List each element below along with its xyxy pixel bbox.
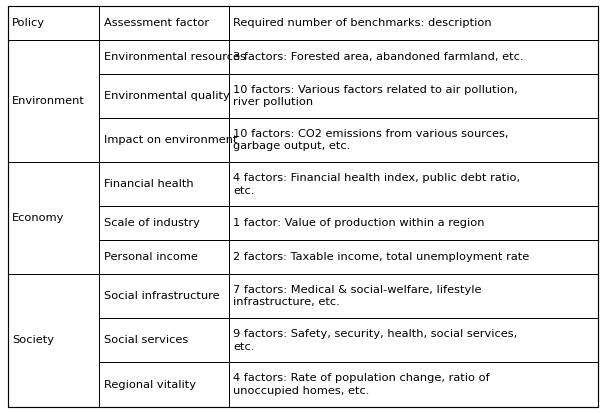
Bar: [99, 363, 229, 407]
Bar: [229, 40, 598, 74]
Text: Social services: Social services: [104, 335, 188, 345]
Bar: [8, 40, 99, 162]
Bar: [8, 6, 99, 40]
Bar: [99, 318, 229, 363]
Text: 10 factors: CO2 emissions from various sources,
garbage output, etc.: 10 factors: CO2 emissions from various s…: [233, 129, 509, 151]
Bar: [229, 6, 598, 40]
Text: Environmental resources: Environmental resources: [104, 52, 245, 62]
Bar: [99, 118, 229, 162]
Text: Scale of industry: Scale of industry: [104, 218, 199, 228]
Text: 4 factors: Rate of population change, ratio of
unoccupied homes, etc.: 4 factors: Rate of population change, ra…: [233, 373, 490, 396]
Bar: [229, 118, 598, 162]
Text: Regional vitality: Regional vitality: [104, 380, 196, 389]
Bar: [229, 162, 598, 206]
Text: 2 factors: Taxable income, total unemployment rate: 2 factors: Taxable income, total unemplo…: [233, 252, 530, 262]
Text: 7 factors: Medical & social-welfare, lifestyle
infrastructure, etc.: 7 factors: Medical & social-welfare, lif…: [233, 285, 482, 307]
Bar: [229, 74, 598, 118]
Text: 9 factors: Safety, security, health, social services,
etc.: 9 factors: Safety, security, health, soc…: [233, 329, 518, 351]
Text: Impact on environment: Impact on environment: [104, 135, 237, 145]
Text: Required number of benchmarks: description: Required number of benchmarks: descripti…: [233, 18, 492, 28]
Text: Policy: Policy: [12, 18, 45, 28]
Bar: [99, 6, 229, 40]
Text: 4 factors: Financial health index, public debt ratio,
etc.: 4 factors: Financial health index, publi…: [233, 173, 521, 195]
Bar: [229, 363, 598, 407]
Bar: [99, 206, 229, 240]
Text: Economy: Economy: [12, 213, 64, 223]
Bar: [8, 162, 99, 274]
Text: 3 factors: Forested area, abandoned farmland, etc.: 3 factors: Forested area, abandoned farm…: [233, 52, 524, 62]
Text: Personal income: Personal income: [104, 252, 198, 262]
Bar: [99, 40, 229, 74]
Bar: [229, 206, 598, 240]
Bar: [99, 240, 229, 274]
Bar: [229, 318, 598, 363]
Text: 10 factors: Various factors related to air pollution,
river pollution: 10 factors: Various factors related to a…: [233, 85, 518, 107]
Bar: [229, 274, 598, 318]
Text: Financial health: Financial health: [104, 179, 193, 189]
Text: Environment: Environment: [12, 96, 85, 106]
Text: Social infrastructure: Social infrastructure: [104, 291, 219, 301]
Text: Environmental quality: Environmental quality: [104, 91, 229, 101]
Text: Assessment factor: Assessment factor: [104, 18, 208, 28]
Text: Society: Society: [12, 335, 54, 345]
Text: 1 factor: Value of production within a region: 1 factor: Value of production within a r…: [233, 218, 485, 228]
Bar: [99, 74, 229, 118]
Bar: [99, 162, 229, 206]
Bar: [99, 274, 229, 318]
Bar: [8, 274, 99, 407]
Bar: [229, 240, 598, 274]
